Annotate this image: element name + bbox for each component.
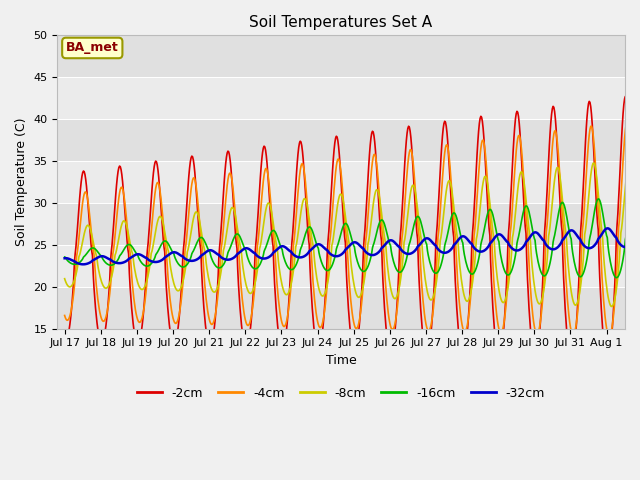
Bar [58, 161, 625, 203]
Bar [58, 203, 625, 245]
Y-axis label: Soil Temperature (C): Soil Temperature (C) [15, 118, 28, 246]
Bar [58, 287, 625, 329]
Title: Soil Temperatures Set A: Soil Temperatures Set A [250, 15, 433, 30]
Bar [58, 36, 625, 77]
Bar [58, 119, 625, 161]
X-axis label: Time: Time [326, 354, 356, 367]
Legend: -2cm, -4cm, -8cm, -16cm, -32cm: -2cm, -4cm, -8cm, -16cm, -32cm [132, 382, 550, 405]
Bar [58, 245, 625, 287]
Text: BA_met: BA_met [66, 41, 118, 54]
Bar [58, 77, 625, 119]
